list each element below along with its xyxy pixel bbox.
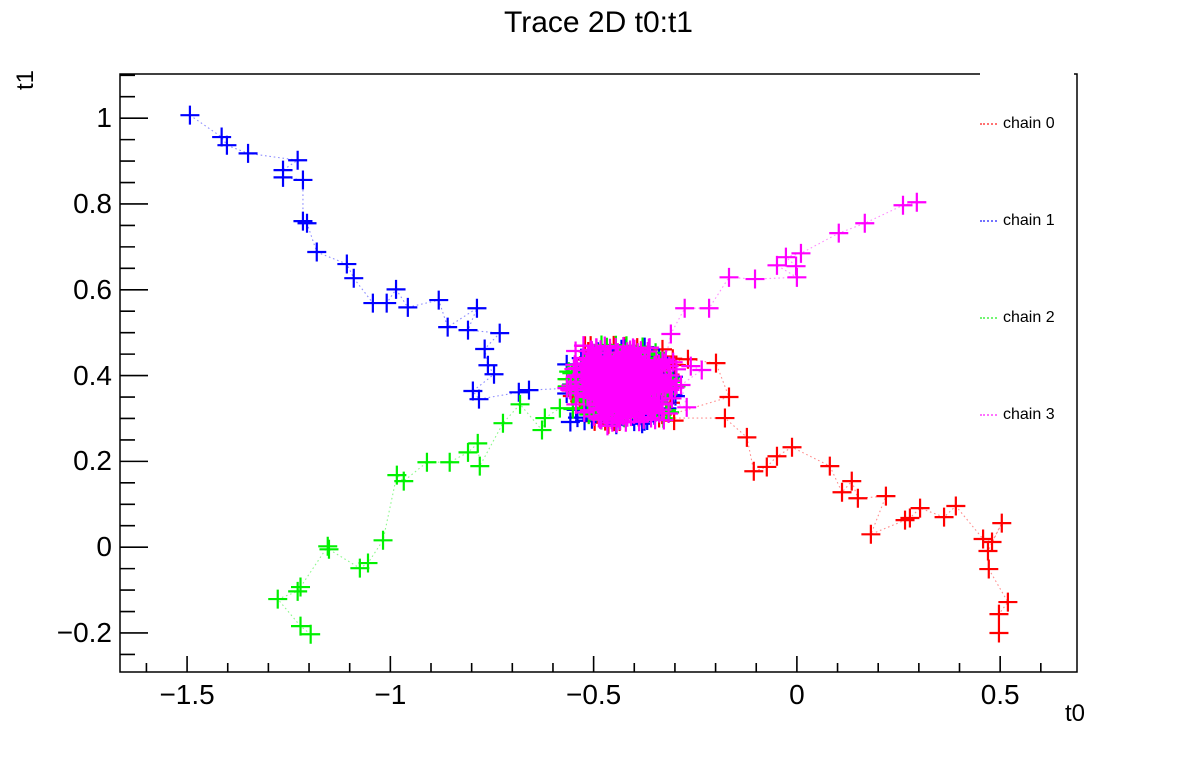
x-tick-label: 0.5 xyxy=(980,679,1020,710)
legend-label: chain 1 xyxy=(1003,212,1055,229)
legend-swatch-dotted-line-icon xyxy=(980,123,997,125)
legend-entry: chain 1 xyxy=(980,211,1055,231)
x-tick-label: 0 xyxy=(789,679,805,710)
legend-label: chain 2 xyxy=(1003,309,1055,326)
x-axis-title: t0 xyxy=(1064,700,1085,727)
y-tick-label: 0 xyxy=(96,531,112,563)
y-axis-title: t1 xyxy=(12,69,39,91)
y-tick-label: 0.2 xyxy=(73,445,112,477)
y-tick-label: 0.6 xyxy=(73,273,112,305)
x-tick-label: −1.5 xyxy=(159,679,215,710)
legend-swatch-dotted-line-icon xyxy=(980,220,997,222)
legend: chain 0 chain 1 chain 2 chain 3 xyxy=(980,72,1074,446)
chart-title: Trace 2D t0:t1 xyxy=(504,6,693,39)
x-tick-label: −0.5 xyxy=(565,679,622,710)
legend-swatch-dotted-line-icon xyxy=(980,317,997,319)
legend-label: chain 3 xyxy=(1003,406,1055,423)
legend-entry: chain 2 xyxy=(980,308,1055,328)
y-tick-label: 0.4 xyxy=(73,359,112,391)
y-tick-label: −0.2 xyxy=(56,616,112,648)
legend-swatch-dotted-line-icon xyxy=(980,414,997,416)
y-tick-label: 0.8 xyxy=(73,187,112,219)
legend-entry: chain 0 xyxy=(980,114,1055,134)
y-tick-label: 1 xyxy=(96,102,112,134)
legend-entry: chain 3 xyxy=(980,405,1055,425)
legend-label: chain 0 xyxy=(1003,115,1055,132)
x-tick-label: −1 xyxy=(374,679,407,710)
